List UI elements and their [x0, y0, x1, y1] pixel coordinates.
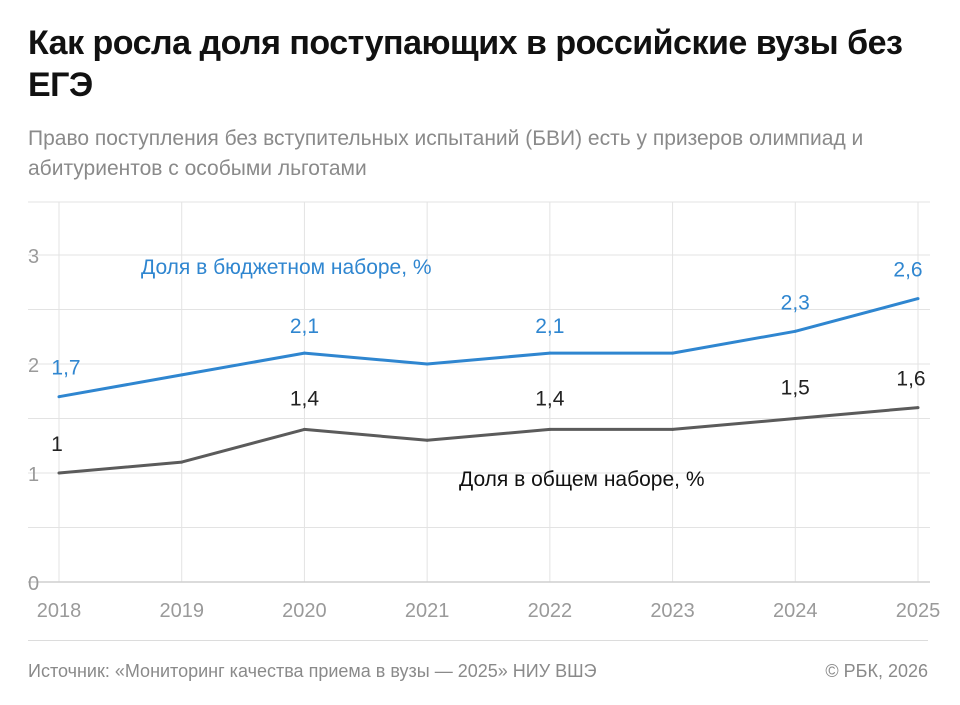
data-point — [916, 406, 920, 410]
data-point — [180, 373, 184, 377]
chart-subtitle: Право поступления без вступительных испы… — [28, 127, 864, 180]
x-tick-label: 2019 — [159, 600, 204, 622]
data-label: 1,4 — [535, 387, 565, 410]
x-tick-label: 2025 — [896, 600, 941, 622]
data-point — [916, 297, 920, 301]
data-point — [425, 362, 429, 366]
x-tick-label: 2021 — [405, 600, 450, 622]
x-tick-label: 2020 — [282, 600, 327, 622]
data-point — [671, 427, 675, 431]
x-tick-label: 2022 — [528, 600, 573, 622]
chart-title: Как росла доля поступающих в российские … — [28, 24, 903, 104]
data-label: 1,5 — [781, 377, 810, 400]
data-label: 2,3 — [781, 291, 810, 314]
y-tick-label: 2 — [28, 355, 39, 377]
data-label: 1,6 — [896, 368, 925, 391]
data-label: 1,7 — [51, 357, 80, 380]
series-line-budget — [58, 297, 919, 399]
y-tick-label: 0 — [28, 573, 39, 595]
data-point — [548, 351, 552, 355]
x-tick-label: 2018 — [37, 600, 82, 622]
data-point — [302, 427, 306, 431]
data-point — [548, 427, 552, 431]
y-tick-label: 1 — [28, 464, 39, 486]
series-line-total — [58, 406, 919, 475]
series-label-budget: Доля в бюджетном наборе, % — [141, 256, 432, 279]
y-tick-label: 3 — [28, 246, 39, 268]
data-point — [57, 471, 61, 475]
data-point — [302, 351, 306, 355]
copyright-note: © РБК, 2026 — [825, 661, 928, 681]
x-tick-label: 2024 — [773, 600, 818, 622]
data-point — [671, 351, 675, 355]
x-tick-label: 2023 — [650, 600, 695, 622]
footer-divider — [28, 640, 928, 641]
data-label: 1 — [51, 433, 63, 456]
series-label-total: Доля в общем наборе, % — [459, 468, 705, 491]
data-point — [425, 438, 429, 442]
data-label: 2,6 — [893, 259, 922, 282]
data-point — [793, 417, 797, 420]
data-label: 2,1 — [290, 315, 319, 338]
data-point — [180, 460, 184, 464]
data-label: 1,4 — [290, 387, 320, 410]
source-note: Источник: «Мониторинг качества приема в … — [28, 661, 597, 681]
data-point — [57, 395, 61, 399]
data-point — [793, 329, 797, 333]
data-label: 2,1 — [535, 315, 564, 338]
